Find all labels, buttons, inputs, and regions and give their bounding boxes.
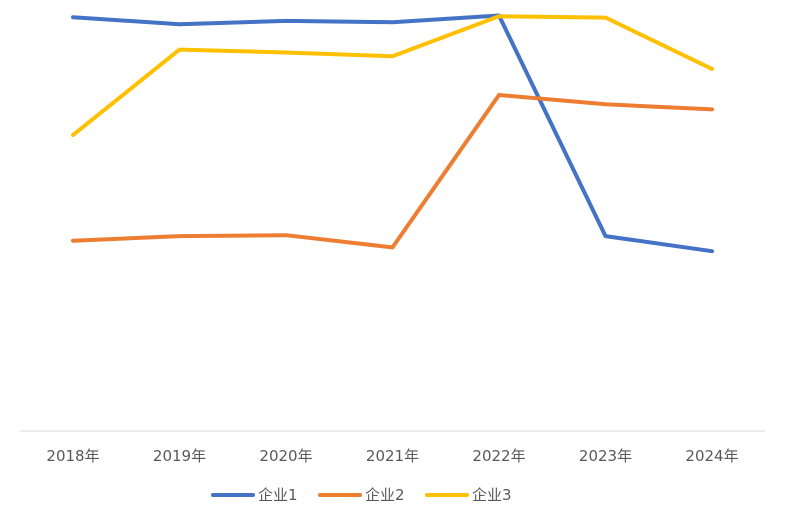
legend: 企业1 企业2 企业3 <box>211 486 512 504</box>
x-tick-label: 2022年 <box>472 447 525 465</box>
x-tick-label: 2024年 <box>685 447 738 465</box>
series-line-1 <box>71 13 714 254</box>
series-line-3 <box>71 14 714 137</box>
x-tick-label: 2023年 <box>579 447 632 465</box>
x-tick-label: 2021年 <box>366 447 419 465</box>
x-tick-label: 2019年 <box>153 447 206 465</box>
x-tick-label: 2020年 <box>259 447 312 465</box>
series-line-2 <box>71 93 714 250</box>
series-layer <box>71 13 714 254</box>
x-axis-ticks: 2018年 2019年 2020年 2021年 2022年 2023年 2024年 <box>46 447 738 465</box>
legend-label-3: 企业3 <box>472 486 512 504</box>
legend-label-2: 企业2 <box>365 486 405 504</box>
x-tick-label: 2018年 <box>46 447 99 465</box>
legend-label-1: 企业1 <box>258 486 298 504</box>
